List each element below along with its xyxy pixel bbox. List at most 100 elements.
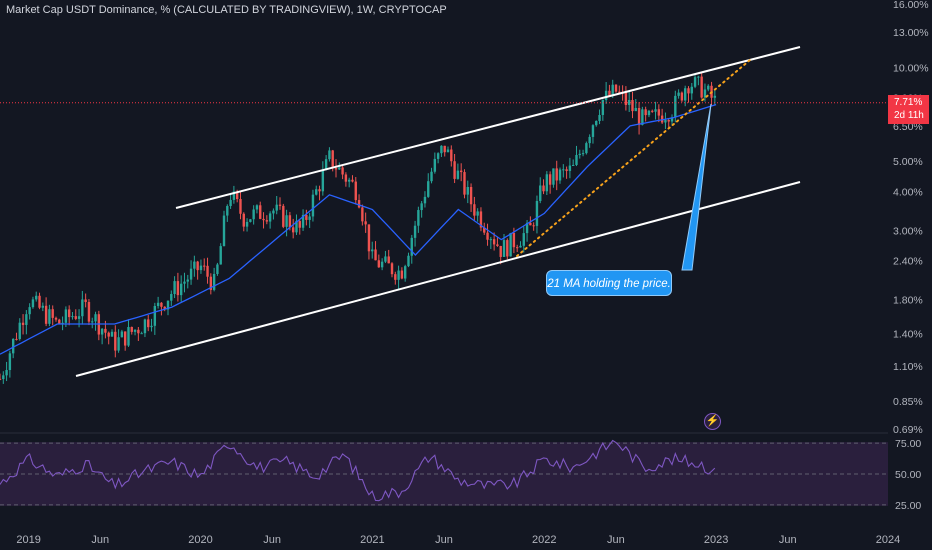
candle-body [331, 150, 334, 169]
candle-body [203, 265, 206, 267]
candle-body [417, 210, 420, 226]
candle-body [255, 205, 259, 210]
candle-body [634, 107, 637, 112]
candle-body [483, 227, 486, 233]
candle-body [529, 222, 532, 226]
candle-body [209, 276, 213, 290]
candle-body [397, 270, 400, 280]
candle-body [446, 149, 450, 153]
candle-body [235, 191, 239, 200]
current-price-value: 7.71% [894, 97, 923, 108]
candle-body [657, 109, 661, 116]
candle-body [499, 245, 502, 257]
candle-body [199, 265, 203, 271]
price-tick-label: 5.00% [893, 156, 923, 168]
candle-body [334, 168, 338, 170]
candle-body [502, 240, 506, 257]
candle-body [595, 120, 598, 126]
candle-body [291, 227, 295, 233]
candle-body [160, 302, 163, 307]
candle-body [51, 309, 54, 318]
candle-body [413, 225, 417, 238]
candle-body [532, 225, 535, 227]
price-tick-label: 4.00% [893, 186, 923, 198]
candle-body [506, 240, 509, 257]
candle-body [344, 174, 348, 182]
price-tick-label: 16.00% [893, 0, 929, 11]
candle-body [206, 265, 209, 277]
candle-body [651, 110, 654, 112]
candle-body [410, 237, 413, 256]
candle-body [28, 307, 31, 315]
candle-body [380, 261, 384, 268]
rsi-tick-label: 25.00 [895, 500, 921, 512]
candle-body [216, 264, 219, 274]
candle-body [687, 88, 690, 94]
lightning-bolt-icon[interactable]: ⚡ [704, 413, 721, 430]
candle-body [542, 185, 545, 192]
candle-body [173, 281, 176, 295]
candle-body [150, 325, 153, 328]
candle-body [430, 171, 433, 182]
candle-body [463, 172, 466, 195]
candle-body [35, 295, 38, 300]
candle-body [8, 353, 12, 370]
candle-body [522, 233, 525, 246]
candle-body [496, 244, 499, 246]
candle-body [476, 211, 479, 216]
candle-body [707, 85, 710, 90]
time-axis[interactable]: 2019 Jun 2020 Jun 2021 Jun 2022 Jun 2023 Jun 2024 [16, 534, 900, 546]
candle-body [179, 283, 183, 296]
candle-body [377, 260, 381, 268]
candle-body [374, 249, 377, 261]
candle-body [11, 338, 15, 354]
candle-body [338, 167, 341, 170]
candle-body [315, 189, 318, 195]
price-tick-label: 10.00% [893, 63, 929, 75]
candle-body [601, 100, 605, 115]
price-candles [0, 72, 717, 384]
candle-body [44, 305, 48, 324]
candle-body [351, 179, 354, 182]
candle-body [64, 309, 68, 323]
candle-body [120, 331, 124, 338]
candle-body [229, 199, 232, 207]
price-tick-label: 2.40% [893, 255, 923, 267]
price-tick-label: 0.85% [893, 396, 923, 408]
candle-body [519, 245, 522, 248]
ma-21-line [0, 103, 717, 355]
candle-body [578, 153, 581, 155]
candle-body [252, 209, 255, 220]
candle-body [608, 90, 611, 96]
candle-body [156, 302, 160, 307]
time-tick-label: 2021 [360, 534, 384, 546]
candle-body [473, 204, 476, 216]
candle-body [328, 150, 331, 160]
time-tick-label: 2019 [16, 534, 40, 546]
candle-body [598, 114, 601, 121]
candle-body [2, 375, 5, 380]
candle-body [690, 86, 693, 94]
candle-body [552, 168, 555, 185]
candle-body [713, 95, 717, 98]
candle-body [226, 206, 229, 216]
candle-body [618, 91, 621, 93]
candle-body [140, 333, 143, 335]
candle-body [38, 295, 41, 308]
candle-body [110, 331, 114, 337]
annotation-callout[interactable]: 21 MA holding the price. [546, 270, 672, 296]
candle-body [535, 200, 539, 226]
candle-body [123, 331, 127, 346]
candle-body [54, 317, 58, 320]
candle-body [84, 299, 87, 303]
candle-body [647, 110, 651, 116]
candle-body [196, 261, 199, 271]
candle-body [631, 99, 634, 112]
candle-body [94, 314, 97, 322]
candle-body [627, 99, 631, 105]
candle-body [680, 92, 684, 101]
candle-body [18, 322, 21, 339]
candle-body [15, 338, 18, 340]
channel-lower-line [75, 181, 801, 377]
candle-body [562, 169, 565, 171]
